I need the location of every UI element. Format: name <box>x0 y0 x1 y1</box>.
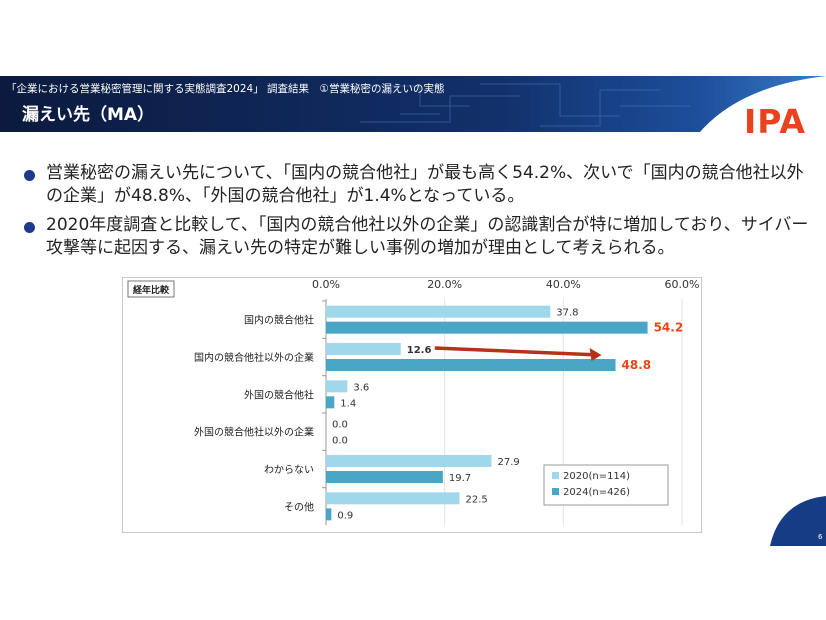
category-label: 国内の競合他社以外の企業 <box>194 351 314 364</box>
header-subtitle: 「企業における営業秘密管理に関する実態調査2024」 調査結果 ①営業秘密の漏え… <box>6 83 445 95</box>
data-label: 27.9 <box>498 457 520 468</box>
legend-label: 2024(n=426) <box>563 487 630 498</box>
page-title: 漏えい先（MA） <box>22 105 155 125</box>
category-label: 外国の競合他社以外の企業 <box>194 426 314 439</box>
legend-frame <box>543 464 669 506</box>
trend-arrow-head-icon <box>589 348 602 361</box>
bullet-text: 2020年度調査と比較して、「国内の競合他社以外の企業」の認識割合が特に増加して… <box>46 215 809 258</box>
ipa-logo: IPA <box>744 102 806 141</box>
bar-2020 <box>326 455 492 467</box>
category-label: 外国の競合他社 <box>244 388 314 401</box>
data-label: 0.9 <box>337 510 353 521</box>
x-tick-label: 20.0% <box>427 278 462 291</box>
bar-2020 <box>326 492 460 505</box>
category-label: 国内の競合他社 <box>244 314 314 327</box>
data-label: 37.8 <box>556 308 578 319</box>
bar-2024 <box>326 471 443 483</box>
data-label: 12.6 <box>407 345 432 356</box>
legend-label: 2020(n=114) <box>563 471 630 482</box>
header-background <box>0 76 826 132</box>
bullet-item: 2020年度調査と比較して、「国内の競合他社以外の企業」の認識割合が特に増加して… <box>24 214 814 260</box>
data-label: 19.7 <box>449 473 471 484</box>
page-number: 6 <box>818 533 823 541</box>
x-tick-label: 40.0% <box>546 278 581 291</box>
data-label: 48.8 <box>622 358 652 372</box>
corner-decoration <box>770 496 826 546</box>
leak-destination-chart: 経年比較 0.0% 20.0% 40.0% 60.0% 国内の競合他社 37.8 54.2 国内… <box>122 277 702 533</box>
bullet-dot-icon <box>24 222 35 233</box>
bar-2020 <box>326 305 551 318</box>
data-label: 0.0 <box>332 436 348 447</box>
data-label: 22.5 <box>466 494 488 505</box>
bullet-dot-icon <box>24 170 35 181</box>
header-banner: 「企業における営業秘密管理に関する実態調査2024」 調査結果 ①営業秘密の漏え… <box>0 76 826 132</box>
chart-svg: 経年比較 0.0% 20.0% 40.0% 60.0% 国内の競合他社 37.8 54.2 国内… <box>122 277 702 533</box>
bullet-text: 営業秘密の漏えい先について、「国内の競合他社」が最も高く54.2%、次いで「国内… <box>46 163 804 206</box>
data-label: 0.0 <box>332 420 348 431</box>
bar-2024 <box>326 359 616 371</box>
bullet-list: 営業秘密の漏えい先について、「国内の競合他社」が最も高く54.2%、次いで「国内… <box>24 162 814 266</box>
category-label: わからない <box>264 464 314 476</box>
legend-swatch <box>552 472 559 479</box>
x-tick-label: 0.0% <box>312 278 340 291</box>
bar-2020 <box>326 343 401 355</box>
bar-2024 <box>326 396 335 409</box>
chart-box-label: 経年比較 <box>133 284 170 296</box>
data-label: 3.6 <box>353 382 369 393</box>
bullet-item: 営業秘密の漏えい先について、「国内の競合他社」が最も高く54.2%、次いで「国内… <box>24 162 814 208</box>
bar-2024 <box>326 321 648 334</box>
legend-swatch <box>552 488 559 495</box>
bar-2024 <box>326 508 332 521</box>
bar-2020 <box>326 380 348 393</box>
data-label: 1.4 <box>340 398 356 409</box>
category-label: その他 <box>284 500 314 513</box>
x-tick-label: 60.0% <box>665 278 700 291</box>
trend-arrow-line <box>434 346 594 357</box>
chart-box-label-frame <box>127 280 175 298</box>
data-label: 54.2 <box>654 321 684 335</box>
